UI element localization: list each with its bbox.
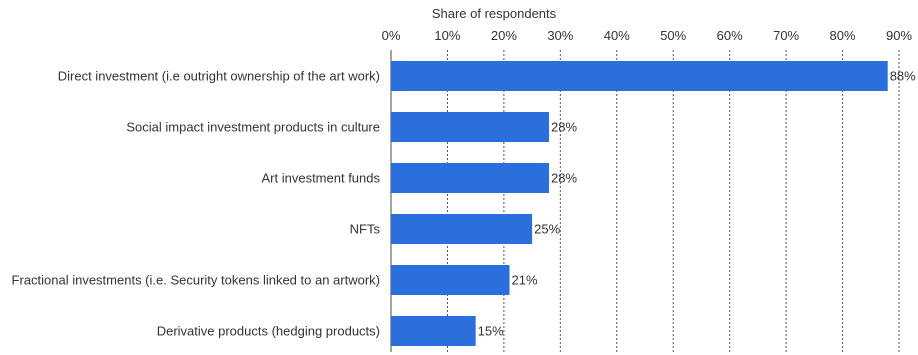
data-label: 88% — [890, 69, 916, 84]
bar — [391, 214, 533, 244]
data-label: 25% — [534, 222, 560, 237]
category-label: Derivative products (hedging products) — [157, 324, 380, 339]
x-tick-label: 30% — [547, 28, 573, 43]
category-label: Fractional investments (i.e. Security to… — [12, 273, 380, 288]
data-label: 21% — [512, 273, 538, 288]
bar — [391, 163, 550, 193]
data-labels: 88% 28% 28% 25% 21% 15% — [478, 69, 917, 339]
x-axis-ticks: 0% 10% 20% 30% 40% 50% 60% 70% 80% 90% — [382, 28, 913, 43]
x-tick-label: 50% — [660, 28, 686, 43]
category-label: NFTs — [350, 222, 381, 237]
gridlines — [390, 50, 900, 352]
bar — [391, 316, 476, 346]
category-label: Social impact investment products in cul… — [126, 120, 380, 135]
x-axis-title: Share of respondents — [432, 6, 557, 21]
x-tick-label: 0% — [382, 28, 401, 43]
data-label: 15% — [478, 324, 504, 339]
bar — [391, 61, 888, 91]
bar — [391, 112, 550, 142]
bar — [391, 265, 510, 295]
data-label: 28% — [551, 171, 577, 186]
x-tick-label: 10% — [434, 28, 460, 43]
x-tick-label: 20% — [491, 28, 517, 43]
x-tick-label: 80% — [830, 28, 856, 43]
x-tick-label: 90% — [886, 28, 912, 43]
category-label: Art investment funds — [262, 171, 381, 186]
category-label: Direct investment (i.e outright ownershi… — [58, 69, 380, 84]
x-tick-label: 60% — [717, 28, 743, 43]
data-label: 28% — [551, 120, 577, 135]
x-tick-label: 40% — [604, 28, 630, 43]
x-tick-label: 70% — [773, 28, 799, 43]
bars — [391, 61, 888, 346]
category-labels: Direct investment (i.e outright ownershi… — [12, 69, 381, 339]
